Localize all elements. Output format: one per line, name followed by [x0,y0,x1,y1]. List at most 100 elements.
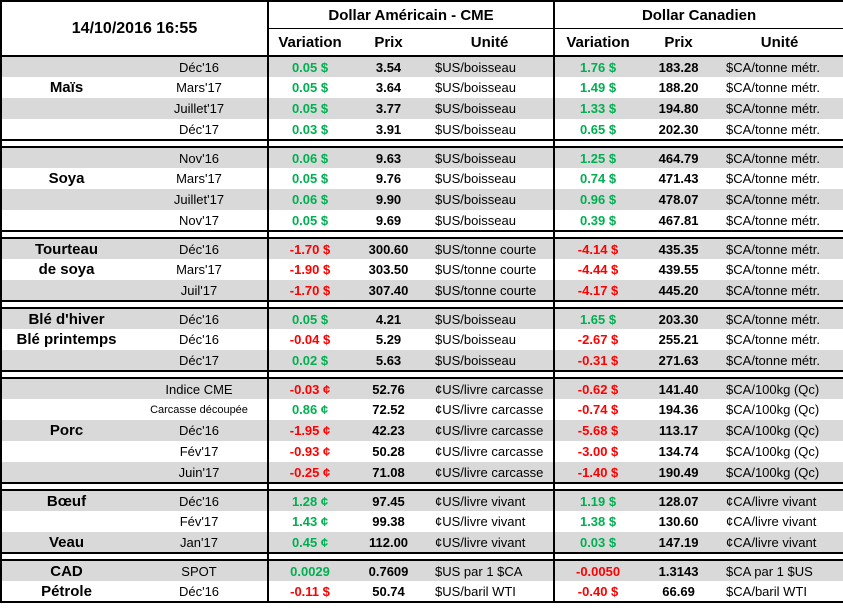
contract-month: Déc'16 [131,56,269,77]
ca-unit-label: $CA/tonne métr. [716,238,843,259]
us-price-value: 71.08 [351,462,427,483]
commodity-name [1,56,131,77]
commodity-name [1,378,131,399]
contract-month: Nov'17 [178,212,220,228]
us-variation-value: -0.04 $ [267,329,352,350]
contract-month: Déc'16 [131,308,269,329]
us-prix-header: Prix [351,28,427,57]
us-price-value: 0.7609 [351,560,427,581]
commodity-name [1,280,131,301]
ca-unit-label: $CA/100kg (Qc) [716,462,843,483]
contract-month: Mars'17 [176,262,222,277]
us-unit-label: ¢US/livre carcasse [426,462,555,483]
ca-price-value: 467.81 [658,212,699,228]
separator-cell [553,482,843,491]
commodity-name [1,98,131,119]
separator-cell [553,230,843,239]
us-price-value: 50.28 [372,444,405,459]
ca-price-value: 471.43 [658,171,699,186]
ca-unit-label: $CA/tonne métr. [716,308,843,329]
table-row: Déc'16 0.05 $3.54 $US/boisseau 1.76 $183.28… [1,56,843,77]
contract-month: Mars'17 [176,171,222,186]
ca-variation-value: -1.40 $ [553,462,642,483]
table-row: Blé printemps Déc'16 -0.04 $ 5.29 $US/boisse… [1,329,843,350]
table-row: Juillet'17 0.06 $9.90 $US/boisseau 0.96 $47… [1,189,843,210]
us-price-value: 9.90 [351,189,427,210]
group-separator [1,300,843,309]
separator-cell [267,370,555,379]
ca-variation-value: -0.0050 [553,560,642,581]
ca-unit-label: $CA/tonne métr. [726,332,820,347]
commodity-name: Bœuf [1,490,131,511]
ca-unit-label: $CA/tonne métr. [716,98,843,119]
ca-price-value: 113.17 [641,420,717,441]
table-row: Carcasse découpée 0.86 ¢ 72.52 ¢US/livre ca… [1,399,843,420]
ca-unit-label: $CA/tonne métr. [726,121,820,137]
contract-month: Déc'17 [178,121,220,137]
table-row: Fév'17 1.43 ¢ 99.38 ¢US/livre vivant 1.38 $ 1… [1,511,843,532]
table-row: Fév'17 -0.93 ¢ 50.28 ¢US/livre carcasse -3.0… [1,441,843,462]
ca-price-value: 183.28 [641,56,717,77]
separator-cell [1,230,269,239]
us-variation-value: 0.06 $ [267,147,352,168]
contract-month: Déc'16 [178,332,220,347]
separator-cell [553,552,843,561]
us-price-value: 3.77 [351,98,427,119]
commodity-name: Maïs [49,79,84,96]
us-variation-value: 1.43 ¢ [267,511,352,532]
us-unit-label: ¢US/livre vivant [426,490,555,511]
ca-variation-value: 1.25 $ [553,147,642,168]
ca-variation-value: -0.40 $ [553,581,642,602]
us-price-value: 42.23 [351,420,427,441]
ca-price-value: 435.35 [641,238,717,259]
commodity-name [1,462,131,483]
us-unit-label: ¢US/livre carcasse [426,420,555,441]
contract-month: Juil'17 [131,280,269,301]
group-separator [1,139,843,148]
us-variation-value: -0.03 ¢ [267,378,352,399]
us-unit-label: ¢US/livre vivant [435,514,526,529]
us-variation-value: 0.86 ¢ [267,399,352,420]
us-variation-value: 0.02 $ [267,350,352,371]
separator-cell [1,370,269,379]
ca-variation-value: -4.14 $ [553,238,642,259]
commodity-name [1,210,131,231]
ca-variation-value: 0.39 $ [553,210,642,231]
ca-price-value: 188.20 [658,80,699,95]
separator-cell [1,139,269,148]
contract-month: Déc'16 [131,420,269,441]
ca-price-value: 147.19 [641,532,717,553]
us-variation-value: 0.05 $ [267,98,352,119]
us-price-value: 72.52 [372,402,405,417]
ca-variation-value: 1.33 $ [553,98,642,119]
ca-section-title: Dollar Canadien [553,1,843,29]
ca-unit-label: $CA/100kg (Qc) [726,402,820,417]
us-variation-value: 0.05 $ [267,77,352,98]
us-variation-value: 0.05 $ [267,168,352,189]
us-price-value: 3.54 [351,56,427,77]
ca-price-value: 271.63 [641,350,717,371]
separator-cell [553,139,843,148]
us-unit-label: $US/boisseau [435,212,516,228]
contract-month: Déc'16 [131,238,269,259]
ca-price-value: 1.3143 [641,560,717,581]
ca-variation-value: 0.74 $ [553,168,642,189]
us-variation-value: -1.70 $ [267,238,352,259]
commodity-name: Tourteau [1,238,131,259]
ca-variation-value: 1.38 $ [553,511,642,532]
contract-month: Déc'16 [178,583,220,599]
us-price-value: 52.76 [351,378,427,399]
us-unit-label: $US/boisseau [426,56,555,77]
table-body: Déc'16 0.05 $3.54 $US/boisseau 1.76 $183.28… [1,56,843,602]
ca-variation-value: -3.00 $ [553,441,642,462]
us-price-value: 50.74 [372,583,405,599]
contract-month: Carcasse découpée [150,403,248,416]
ca-prix-header: Prix [641,28,717,57]
us-unit-label: $US/boisseau [435,80,516,95]
separator-cell [267,230,555,239]
ca-price-value: 445.20 [641,280,717,301]
commodity-name [1,189,131,210]
ca-price-value: 203.30 [641,308,717,329]
separator-cell [267,300,555,309]
